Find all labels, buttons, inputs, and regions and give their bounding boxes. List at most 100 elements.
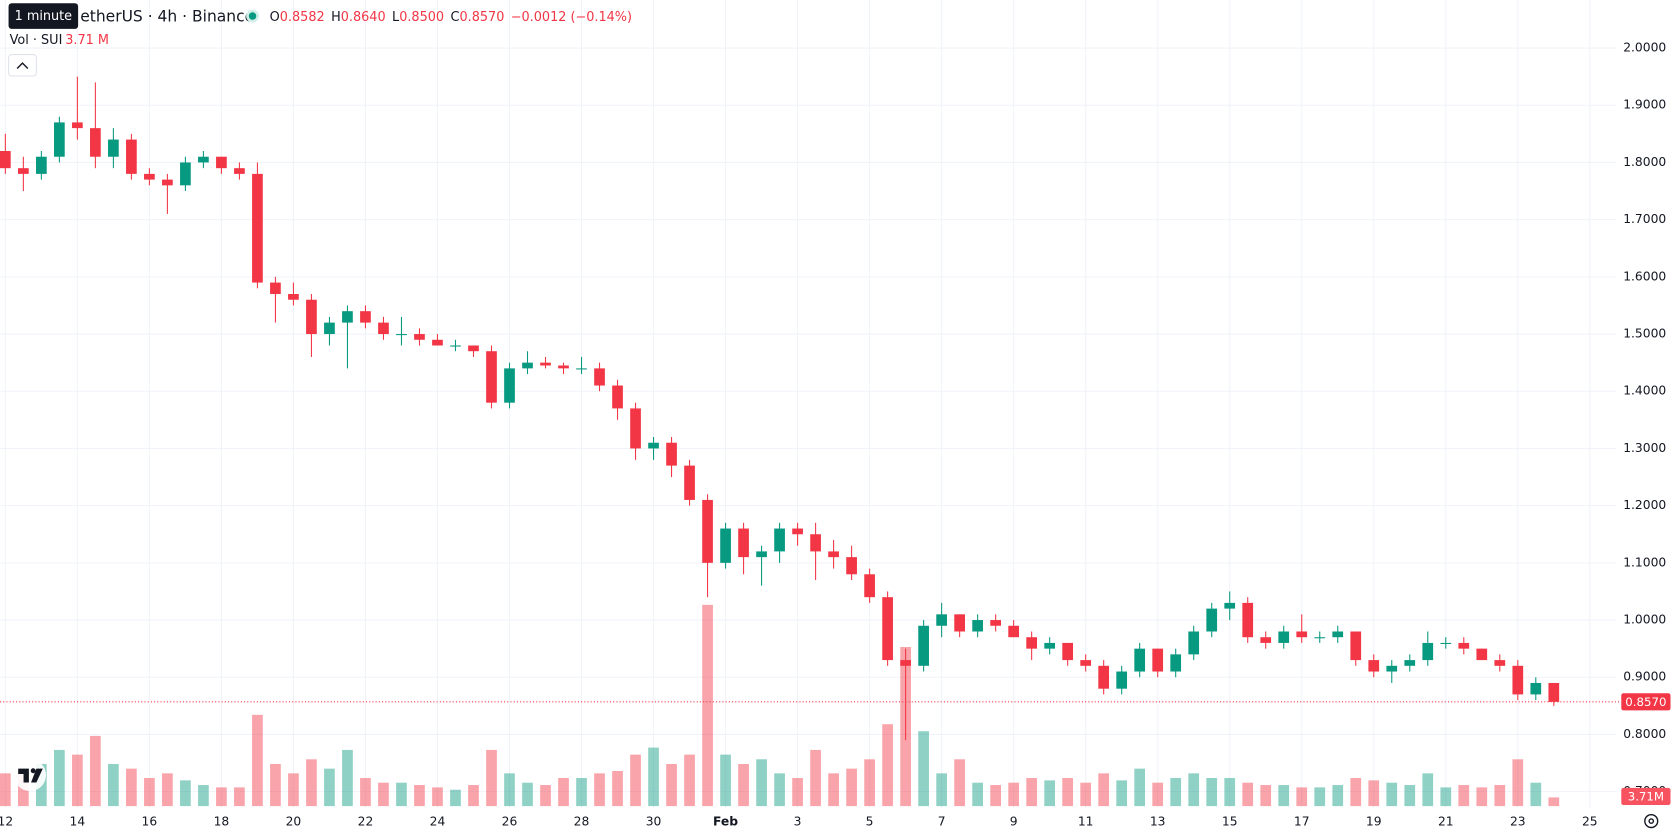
volume-bar bbox=[468, 785, 479, 807]
volume-bar bbox=[198, 785, 209, 807]
volume-bar bbox=[396, 782, 407, 807]
candle-body bbox=[1026, 637, 1038, 649]
volume-bar bbox=[1350, 778, 1362, 807]
volume-bar bbox=[72, 754, 83, 807]
volume-bar bbox=[216, 787, 227, 807]
y-tick-label: 1.3000 bbox=[1623, 441, 1666, 455]
volume-bar bbox=[360, 778, 371, 807]
y-tick-label: 2.0000 bbox=[1623, 41, 1666, 55]
y-tick-label: 1.1000 bbox=[1623, 555, 1666, 569]
candle-body bbox=[234, 168, 245, 174]
volume-bar bbox=[378, 782, 389, 807]
candle-body bbox=[72, 122, 83, 129]
candle-body bbox=[882, 597, 893, 661]
tooltip bbox=[8, 3, 79, 29]
symbol-title[interactable]: etherUS · 4h · Binance bbox=[80, 8, 254, 26]
volume-bar bbox=[918, 731, 929, 807]
volume-bar bbox=[954, 759, 965, 807]
volume-bar bbox=[342, 749, 353, 807]
collapse-button[interactable] bbox=[8, 54, 37, 77]
volume-bar bbox=[1314, 787, 1326, 807]
volume-bar bbox=[936, 773, 947, 807]
candle-body bbox=[936, 614, 947, 626]
candle-body bbox=[1044, 642, 1056, 649]
volume-bar bbox=[1440, 787, 1452, 807]
y-tick-label: 1.8000 bbox=[1623, 155, 1666, 169]
volume-bar bbox=[810, 749, 821, 807]
x-tick-label: 24 bbox=[430, 815, 446, 829]
volume-bar bbox=[486, 749, 497, 807]
candle-body bbox=[1062, 642, 1074, 661]
candle-body bbox=[1278, 631, 1290, 643]
candle-body bbox=[576, 368, 587, 370]
candle-body bbox=[486, 351, 497, 403]
volume-bar bbox=[1152, 782, 1164, 807]
volume-bar bbox=[288, 773, 299, 807]
ohlc-key: O bbox=[270, 10, 280, 25]
x-tick-label: 17 bbox=[1294, 815, 1310, 829]
candle-body bbox=[1260, 637, 1272, 643]
candle-body bbox=[864, 574, 875, 598]
volume-badge bbox=[1621, 787, 1671, 806]
candle-body bbox=[1368, 660, 1380, 672]
candle-body bbox=[702, 499, 713, 563]
volume-bar bbox=[522, 782, 533, 807]
tradingview-logo[interactable] bbox=[13, 758, 47, 792]
y-tick-label: 1.2000 bbox=[1623, 498, 1666, 512]
candle-body bbox=[1098, 665, 1110, 689]
candle-body bbox=[990, 620, 1001, 626]
x-tick-label: 15 bbox=[1222, 815, 1238, 829]
candle-body bbox=[630, 408, 641, 449]
volume-bar bbox=[1260, 785, 1272, 807]
tooltip-text: 1 minute bbox=[15, 9, 73, 24]
volume-bar bbox=[270, 763, 281, 807]
volume-bar bbox=[234, 787, 245, 807]
volume-bar bbox=[1116, 780, 1128, 807]
volume-bar bbox=[1080, 782, 1092, 807]
candle-body bbox=[270, 282, 281, 295]
candle-body bbox=[774, 528, 785, 552]
candle-body bbox=[36, 156, 47, 174]
volume-bar bbox=[1044, 780, 1056, 807]
volume-title: Vol · SUI bbox=[10, 33, 63, 48]
volume-bar bbox=[1278, 785, 1290, 807]
volume-bar bbox=[594, 773, 605, 807]
candle-body bbox=[1386, 665, 1398, 672]
candle-body bbox=[432, 339, 443, 346]
volume-bar bbox=[1224, 778, 1236, 807]
candle-body bbox=[810, 534, 821, 552]
candle-body bbox=[288, 294, 299, 300]
volume-value: 3.71 M bbox=[65, 33, 109, 48]
candle-body bbox=[1134, 648, 1146, 672]
volume-bar bbox=[846, 768, 857, 807]
volume-pane bbox=[0, 604, 1560, 807]
candle-body bbox=[1080, 660, 1092, 666]
volume-bar bbox=[324, 768, 335, 807]
candle-body bbox=[1350, 631, 1362, 661]
candle-body bbox=[504, 368, 515, 403]
candle-body bbox=[378, 322, 389, 335]
candle-body bbox=[1440, 642, 1452, 644]
candle-body bbox=[0, 151, 11, 169]
x-tick-label: 19 bbox=[1366, 815, 1382, 829]
volume-bar bbox=[180, 780, 191, 807]
volume-bar bbox=[612, 770, 623, 807]
candle-body bbox=[90, 128, 101, 157]
ohlc-value: 0.8582 bbox=[280, 10, 325, 25]
volume-bar bbox=[1026, 778, 1038, 807]
candle-body bbox=[252, 173, 263, 283]
volume-bar bbox=[90, 735, 101, 807]
volume-bar bbox=[540, 785, 551, 807]
candle-body bbox=[126, 139, 137, 174]
x-tick-label: 18 bbox=[214, 815, 230, 829]
volume-bar bbox=[432, 787, 443, 807]
volume-bar bbox=[738, 763, 749, 807]
candle-body bbox=[558, 365, 569, 369]
candle-body bbox=[738, 528, 749, 558]
settings-icon[interactable] bbox=[1644, 813, 1659, 829]
volume-bar bbox=[558, 778, 569, 807]
candle-body bbox=[1116, 671, 1128, 689]
volume-bar bbox=[1134, 768, 1146, 807]
candle-body bbox=[1008, 625, 1019, 638]
last-price-label: 0.8570 bbox=[1625, 695, 1666, 709]
